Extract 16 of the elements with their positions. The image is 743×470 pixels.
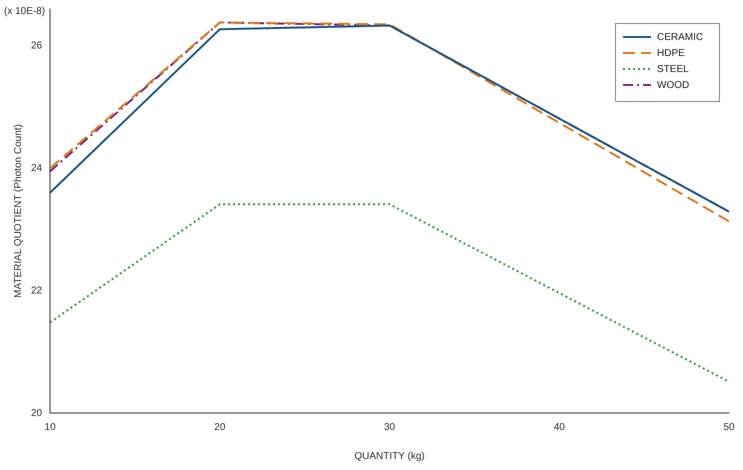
x-tick-label: 10: [44, 422, 56, 433]
x-tick-label: 40: [554, 422, 566, 433]
legend-label: STEEL: [657, 64, 690, 75]
x-tick-label: 30: [384, 422, 396, 433]
y-axis-title: MATERIAL QUOTIENT (Photon Count): [12, 124, 24, 298]
legend-label: WOOD: [657, 80, 690, 91]
x-tick-label: 50: [723, 422, 735, 433]
y-tick-label: 26: [31, 40, 43, 52]
y-tick-label: 22: [31, 285, 43, 296]
text: (x 10E-8): [4, 6, 46, 17]
legend-label: CERAMIC: [657, 32, 704, 43]
legend-label: HDPE: [657, 48, 686, 59]
x-tick-label: 20: [214, 422, 226, 433]
y-tick-label: 24: [31, 162, 43, 174]
x-axis-title: QUANTITY (kg): [354, 450, 425, 462]
y-tick-label: 20: [31, 408, 43, 419]
